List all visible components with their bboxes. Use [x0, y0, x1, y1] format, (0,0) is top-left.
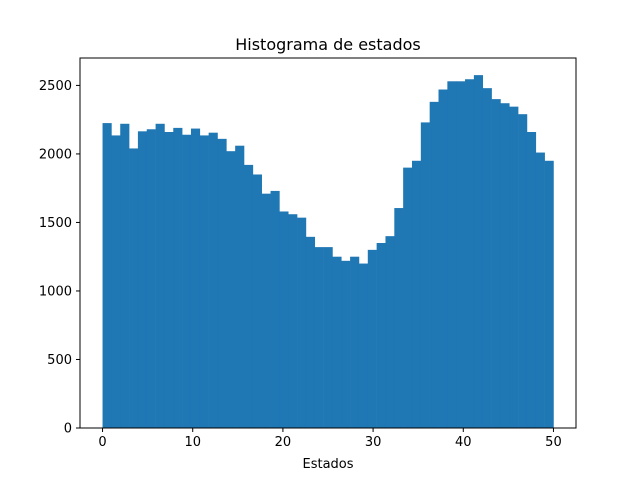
histogram-bar — [367, 249, 377, 428]
histogram-bar — [332, 256, 342, 428]
histogram-bar — [465, 79, 475, 429]
histogram-bar — [217, 138, 227, 428]
histogram-bar — [535, 152, 545, 429]
histogram-bar — [323, 247, 333, 428]
histogram-bar — [385, 236, 395, 428]
histogram-bar — [279, 211, 289, 428]
histogram-bar — [137, 131, 148, 428]
bars-group — [102, 75, 554, 429]
histogram-bar — [252, 174, 262, 428]
histogram-bar — [297, 217, 307, 428]
histogram-bar — [376, 243, 386, 428]
histogram-bar — [270, 190, 280, 428]
histogram-bar — [473, 75, 484, 428]
x-tick-label: 0 — [98, 435, 106, 450]
histogram-bar — [314, 247, 324, 428]
y-axis: 0 500 1000 1500 2000 2500 — [39, 79, 80, 437]
histogram-bar — [120, 123, 130, 429]
x-tick-label: 30 — [365, 435, 382, 450]
histogram-bar — [173, 127, 183, 428]
plot-frame — [79, 57, 577, 429]
histogram-bar — [261, 193, 271, 428]
histogram-bar — [341, 260, 351, 428]
histogram-bar — [226, 151, 236, 428]
histogram-bar — [235, 145, 245, 428]
histogram-bar — [208, 132, 218, 428]
histogram-bar — [155, 123, 165, 429]
histogram-bar — [509, 106, 519, 429]
y-tick-label: 2000 — [39, 147, 72, 162]
histogram-bar — [544, 160, 554, 428]
histogram-bar — [500, 103, 510, 428]
histogram-bar — [394, 208, 404, 428]
histogram-bar — [190, 128, 201, 428]
x-axis: 0 10 20 30 40 50 — [98, 428, 562, 450]
histogram-bar — [350, 256, 360, 428]
y-tick-label: 1000 — [39, 284, 72, 299]
histogram-bar — [244, 164, 254, 428]
histogram-bar — [403, 167, 413, 428]
histogram-bar — [526, 132, 537, 428]
histogram-bar — [111, 135, 121, 429]
chart-title: Histograma de estados — [235, 35, 421, 54]
y-tick-label: 0 — [64, 422, 72, 437]
x-tick-label: 10 — [184, 435, 201, 450]
histogram-bar — [447, 81, 457, 428]
y-tick-label: 1500 — [39, 216, 72, 231]
histogram-bar — [305, 236, 316, 428]
histogram-bar — [420, 122, 430, 428]
histogram-bar — [199, 135, 209, 429]
histogram-bar — [102, 123, 112, 428]
histogram-bar — [358, 263, 369, 428]
histogram-bar — [129, 148, 139, 428]
histogram-bar — [518, 114, 528, 429]
histogram-bar — [182, 134, 192, 429]
x-tick-label: 20 — [275, 435, 292, 450]
y-tick-label: 2500 — [39, 79, 72, 94]
x-axis-label: Estados — [302, 457, 353, 472]
histogram-bar — [411, 160, 422, 428]
x-tick-label: 40 — [455, 435, 472, 450]
histogram-bar — [491, 99, 501, 428]
histogram-bar — [146, 129, 156, 428]
histogram-bar — [164, 132, 174, 428]
y-tick-label: 500 — [47, 353, 72, 368]
histogram-bar — [438, 89, 448, 428]
histogram-bar — [429, 101, 439, 428]
x-tick-label: 50 — [545, 435, 562, 450]
histogram-bar — [288, 214, 298, 428]
histogram-bar — [482, 88, 492, 429]
histogram-bar — [456, 81, 466, 428]
